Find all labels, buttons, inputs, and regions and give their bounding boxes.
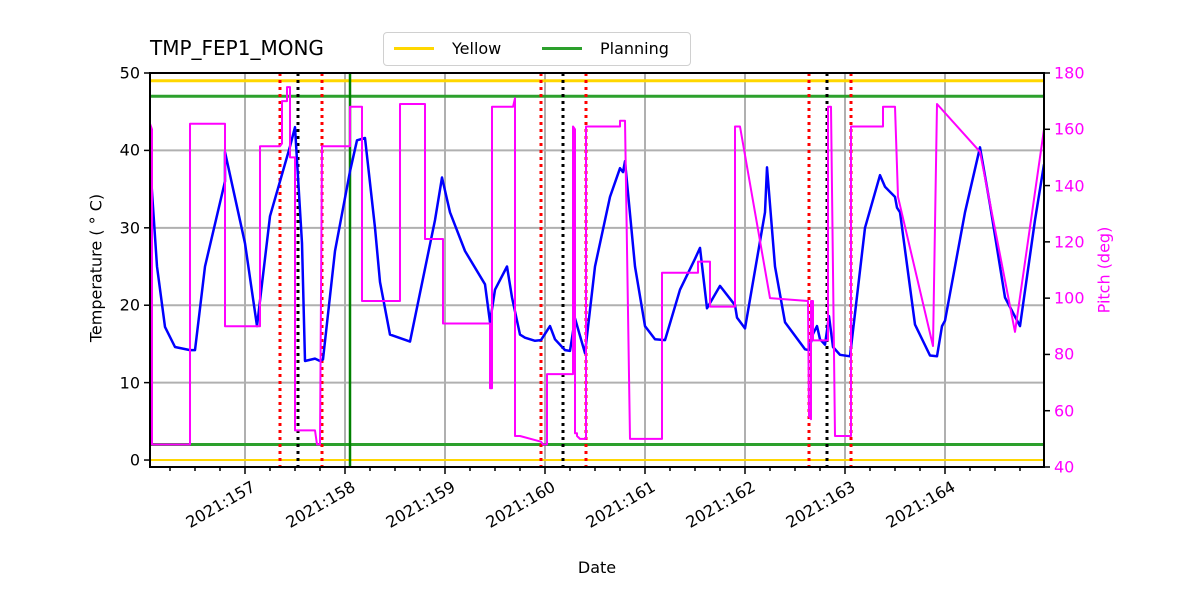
y-tick-label-right: 140 (1054, 176, 1085, 196)
chart-title: TMP_FEP1_MONG (150, 36, 324, 60)
legend-swatch-yellow (394, 46, 434, 50)
temperature-line (150, 125, 1044, 363)
y-tick-label-right: 80 (1054, 344, 1075, 364)
y-tick-label-right: 180 (1054, 63, 1085, 83)
axes-frame (149, 72, 1045, 468)
pitch-line (150, 86, 1044, 446)
legend-label-planning: Planning (600, 38, 669, 58)
y-tick-label-right: 160 (1054, 119, 1085, 139)
legend-label-yellow: Yellow (452, 38, 502, 58)
y-axis-label-right: Pitch (deg) (1094, 226, 1114, 314)
plot-area (144, 72, 1050, 474)
legend-item-yellow: Yellow (394, 37, 501, 59)
y-tick-label-right: 40 (1054, 457, 1075, 477)
y-tick-label-left: 30 (119, 218, 140, 238)
plot-clip-group (150, 73, 1044, 467)
y-axis-label-left: Temperature ( ° C) (86, 193, 106, 343)
y-tick-label-left: 0 (129, 450, 140, 470)
y-tick-label-left: 50 (119, 63, 140, 83)
y-tick-label-right: 120 (1054, 232, 1085, 252)
y-tick-label-left: 40 (119, 140, 140, 160)
x-axis-label: Date (577, 558, 617, 577)
y-tick-label-right: 100 (1054, 288, 1085, 308)
y-tick-label-left: 10 (119, 373, 140, 393)
y-tick-label-left: 20 (119, 295, 140, 315)
legend-swatch-planning (542, 46, 582, 50)
legend: Yellow Planning (383, 32, 691, 66)
y-tick-label-right: 60 (1054, 401, 1075, 421)
legend-item-planning: Planning (542, 37, 669, 59)
